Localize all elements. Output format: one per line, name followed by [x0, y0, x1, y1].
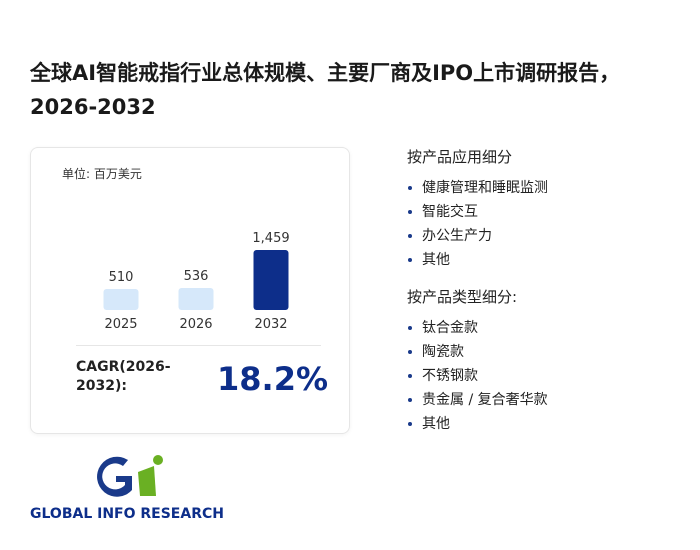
logo-text: GLOBAL INFO RESEARCH: [30, 506, 224, 522]
segment-heading: 按产品应用细分: [407, 148, 513, 166]
bar: [103, 289, 139, 310]
segment-item: 其他: [407, 412, 687, 436]
segment-item: 钛合金款: [407, 316, 687, 340]
segments: 按产品应用细分 健康管理和睡眠监测 智能交互 办公生产力 其他 按产品类型细分: 钛合金款陶…: [407, 146, 687, 450]
value-label: 1,459: [252, 231, 289, 246]
x-tick-label: 2026: [179, 317, 212, 332]
logo: GLOBAL INFO RESEARCH: [28, 452, 248, 527]
title: 全球AI智能戒指行业总体规模、主要厂商及IPO上市调研报告，2026-2032: [30, 61, 621, 119]
value-label: 536: [184, 269, 209, 284]
bar-chart: 510 2025 536 2026 1,459 2032: [103, 231, 290, 332]
segment-list: 健康管理和睡眠监测 智能交互 办公生产力 其他: [407, 176, 687, 272]
value-label: 510: [109, 270, 134, 285]
market-card: 510 2025 536 2026 1,459 2032 单位: 百万美元 CAGR(20…: [30, 147, 350, 434]
segment-item: 健康管理和睡眠监测: [407, 176, 687, 200]
divider: [76, 345, 321, 346]
cagr-value: 18.2%: [217, 360, 329, 398]
segment-item: 不锈钢款: [407, 364, 687, 388]
x-tick-label: 2032: [254, 317, 287, 332]
segment-item: 办公生产力: [407, 224, 687, 248]
segment-list: 钛合金款 陶瓷款 不锈钢款 贵金属 / 复合奢华款 其他: [407, 316, 687, 436]
logo-mark: [97, 455, 163, 497]
unit-label: 单位: 百万美元: [62, 167, 142, 181]
segment-item: 贵金属 / 复合奢华款: [407, 388, 687, 412]
x-tick-label: 2025: [104, 317, 137, 332]
segment-heading: 按产品类型细分:: [407, 288, 518, 306]
segment-item: 其他: [407, 248, 687, 272]
cagr-label: CAGR(2026-2032):: [76, 359, 171, 394]
segment-item: 陶瓷款: [407, 340, 687, 364]
bar: [178, 287, 214, 310]
bar: [253, 250, 289, 310]
segment-item: 智能交互: [407, 200, 687, 224]
